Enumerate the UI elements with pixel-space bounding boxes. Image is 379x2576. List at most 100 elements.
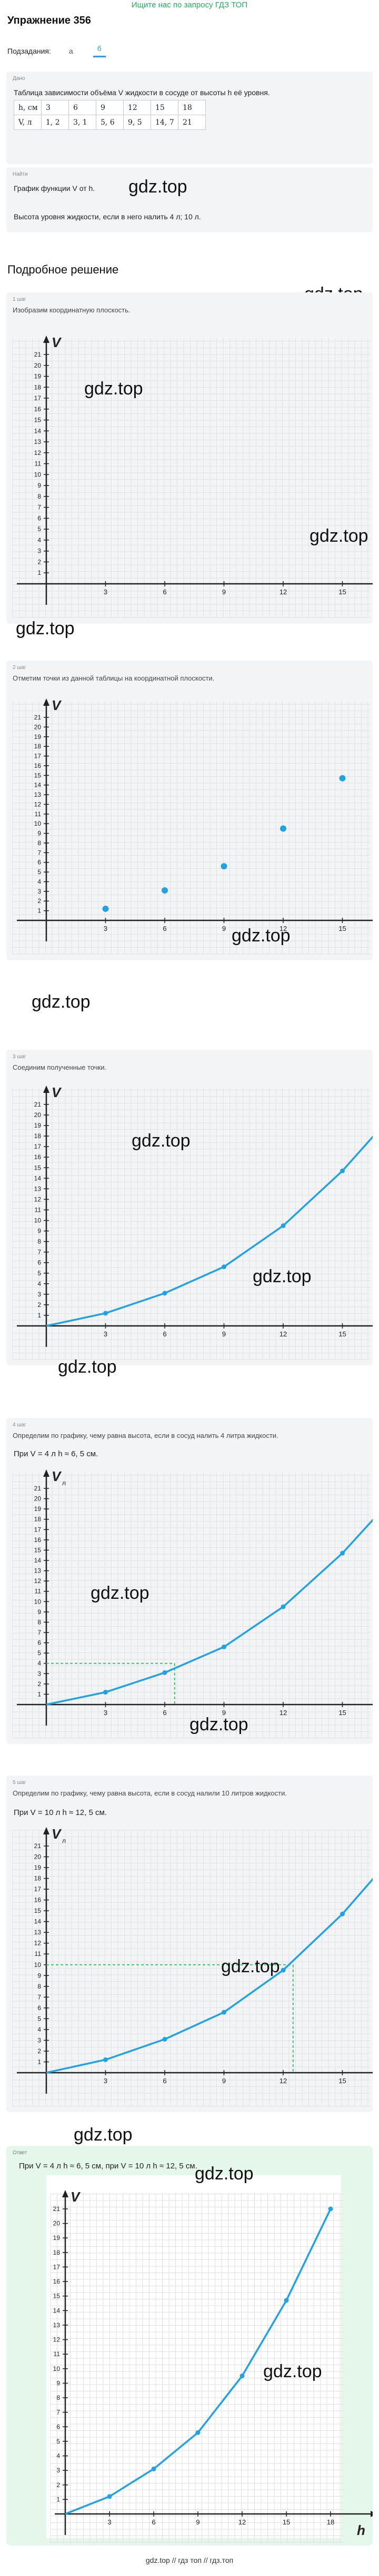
y-tick-label: 5 bbox=[37, 868, 41, 876]
graph-5: 3691215181234567891011121314151617181920… bbox=[12, 1826, 373, 2107]
data-point bbox=[162, 2036, 167, 2042]
y-tick-label: 7 bbox=[37, 849, 41, 856]
y-tick-label: 4 bbox=[37, 878, 41, 885]
y-tick-label: 16 bbox=[34, 405, 42, 413]
y-tick-label: 10 bbox=[34, 820, 42, 827]
series-line bbox=[46, 1878, 373, 2074]
y-tick-label: 15 bbox=[34, 417, 42, 424]
y-tick-label: 15 bbox=[53, 2293, 61, 2300]
y-tick-label: 1 bbox=[37, 1312, 41, 1319]
x-tick-label: 6 bbox=[163, 925, 166, 932]
y-tick-label: 15 bbox=[34, 1164, 42, 1171]
y-tick-label: 19 bbox=[34, 733, 42, 741]
y-tick-label: 4 bbox=[37, 2026, 41, 2033]
data-point bbox=[162, 1670, 167, 1675]
y-tick-label: 13 bbox=[34, 791, 42, 798]
y-tick-label: 1 bbox=[37, 2058, 41, 2065]
y-axis-label: V bbox=[52, 697, 62, 713]
y-tick-label: 3 bbox=[37, 547, 41, 555]
data-point bbox=[340, 1168, 345, 1173]
y-tick-label: 1 bbox=[37, 1690, 41, 1698]
y-tick-label: 4 bbox=[56, 2452, 60, 2460]
x-tick-label: 9 bbox=[222, 588, 226, 596]
graph-2: 3691215181234567891011121314151617181920… bbox=[12, 697, 373, 955]
x-tick-label: 12 bbox=[238, 2518, 246, 2526]
data-point bbox=[221, 863, 227, 870]
y-tick-label: 10 bbox=[34, 471, 42, 478]
y-tick-label: 2 bbox=[37, 897, 41, 905]
y-tick-label: 17 bbox=[34, 753, 42, 760]
y-tick-label: 17 bbox=[34, 1526, 42, 1533]
y-tick-label: 11 bbox=[35, 1950, 42, 1958]
x-tick-label: 12 bbox=[280, 1330, 287, 1338]
x-tick-label: 9 bbox=[196, 2518, 200, 2526]
page-title: Упражнение 356 bbox=[7, 15, 91, 26]
tab-b[interactable]: б bbox=[93, 44, 106, 57]
y-tick-label: 10 bbox=[53, 2365, 61, 2372]
y-tick-label: 4 bbox=[37, 1660, 41, 1667]
y-tick-label: 17 bbox=[34, 394, 42, 402]
table-cell: 3, 1 bbox=[68, 115, 96, 130]
y-axis-label: V bbox=[52, 1826, 62, 1842]
y-axis-arrow bbox=[62, 2190, 68, 2197]
y-tick-label: 14 bbox=[34, 1918, 42, 1925]
y-tick-label: 11 bbox=[54, 2350, 61, 2358]
subtasks-label: Подзадания: bbox=[7, 46, 51, 55]
x-tick-label: 15 bbox=[338, 2077, 346, 2085]
data-point bbox=[340, 1911, 345, 1916]
table-cell: 9 bbox=[96, 100, 124, 115]
given-card: Дано Таблица зависимости объёма V жидкос… bbox=[6, 72, 373, 164]
y-tick-label: 13 bbox=[34, 438, 42, 445]
data-point bbox=[280, 825, 286, 832]
y-tick-label: 19 bbox=[53, 2234, 61, 2242]
x-tick-label: 15 bbox=[338, 925, 346, 932]
tab-a[interactable]: а bbox=[68, 46, 73, 55]
table-cell: 18 bbox=[178, 100, 206, 115]
y-tick-label: 19 bbox=[34, 373, 42, 380]
y-tick-label: 6 bbox=[37, 1639, 41, 1647]
y-tick-label: 7 bbox=[37, 1993, 41, 2001]
step-text: Отметим точки из данной таблицы на коорд… bbox=[13, 674, 215, 682]
y-tick-label: 10 bbox=[34, 1598, 42, 1605]
y-tick-label: 17 bbox=[34, 1885, 42, 1893]
subtasks-bar: Подзадания: а б bbox=[7, 44, 106, 57]
given-table: h, см 3 6 9 12 15 18 V, л 1, 2 3, 1 5, 6 9, 5 14, 7… bbox=[14, 100, 206, 130]
step-label: 3 шаг bbox=[13, 1054, 26, 1060]
data-point bbox=[103, 2057, 108, 2062]
step-text: Соединим полученные точки. bbox=[13, 1063, 107, 1071]
x-tick-label: 6 bbox=[163, 1330, 166, 1338]
y-tick-label: 5 bbox=[37, 1649, 41, 1657]
footer-links[interactable]: gdz.top // гдз топ // гдз.топ bbox=[145, 2556, 234, 2564]
answer-label: Ответ bbox=[13, 2150, 27, 2156]
y-tick-label: 1 bbox=[56, 2496, 60, 2503]
y-tick-label: 3 bbox=[37, 2036, 41, 2044]
y-axis-arrow bbox=[43, 1469, 49, 1477]
x-tick-label: 12 bbox=[280, 2077, 287, 2085]
table-cell: 5, 6 bbox=[96, 115, 124, 130]
watermark: gdz.top bbox=[32, 992, 91, 1012]
data-point bbox=[284, 2298, 289, 2303]
y-tick-label: 5 bbox=[37, 1270, 41, 1277]
table-cell: 9, 5 bbox=[123, 115, 151, 130]
y-tick-label: 8 bbox=[37, 1983, 41, 1990]
data-point bbox=[151, 2466, 156, 2471]
data-point bbox=[222, 1264, 226, 1270]
series-line bbox=[46, 1518, 373, 1706]
data-point bbox=[281, 1604, 286, 1609]
y-tick-label: 11 bbox=[35, 460, 42, 468]
data-point bbox=[195, 2430, 201, 2435]
data-point bbox=[103, 1690, 108, 1695]
y-tick-label: 7 bbox=[56, 2409, 60, 2416]
step-text: Определим по графику, чему равна высота,… bbox=[13, 1432, 278, 1439]
table-cell: 12 bbox=[123, 100, 151, 115]
y-tick-label: 16 bbox=[34, 1536, 42, 1544]
y-tick-label: 21 bbox=[34, 714, 42, 721]
x-tick-label: 12 bbox=[280, 925, 287, 932]
x-tick-label: 6 bbox=[163, 588, 166, 596]
y-axis-arrow bbox=[43, 1827, 49, 1834]
x-tick-label: 3 bbox=[104, 1330, 107, 1338]
y-axis-label: V bbox=[71, 2189, 81, 2205]
y-tick-label: 8 bbox=[37, 1238, 41, 1245]
y-tick-label: 2 bbox=[37, 558, 41, 565]
search-hint-link[interactable]: Ищите нас по запросу ГДЗ ТОП bbox=[131, 1, 248, 9]
